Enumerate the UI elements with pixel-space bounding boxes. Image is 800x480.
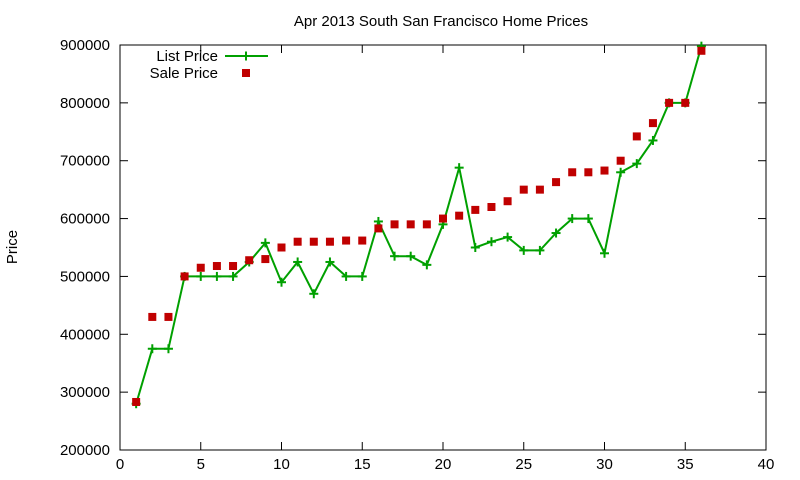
y-tick-label: 200000 [60, 442, 110, 459]
data-point [454, 163, 464, 173]
legend-label: List Price [156, 48, 218, 65]
data-point [503, 197, 512, 206]
y-tick-label: 300000 [60, 384, 110, 401]
data-point [390, 220, 399, 229]
data-point [277, 277, 286, 287]
data-point [390, 251, 400, 261]
legend-marker [242, 69, 250, 77]
data-point [148, 312, 157, 321]
y-tick-label: 900000 [60, 37, 110, 54]
series-sale-price [132, 46, 706, 406]
data-point [568, 168, 577, 177]
data-point [551, 228, 561, 238]
data-point [341, 271, 351, 281]
x-tick-label: 35 [677, 456, 694, 473]
data-point [681, 98, 690, 107]
data-point [342, 236, 351, 245]
data-point [552, 178, 561, 187]
plot-area [131, 41, 706, 409]
y-axis-label: Price [4, 230, 21, 264]
x-tick-label: 10 [273, 456, 290, 473]
data-point [357, 271, 367, 281]
data-point [487, 203, 496, 211]
data-point [422, 260, 432, 270]
x-tick-label: 5 [197, 456, 205, 473]
data-point [697, 46, 706, 55]
data-point [455, 211, 464, 220]
data-point [616, 167, 626, 177]
data-point [584, 168, 593, 177]
data-point [648, 135, 658, 145]
data-point [406, 251, 416, 261]
data-point [325, 257, 335, 267]
x-tick-label: 20 [435, 456, 452, 473]
data-point [163, 344, 173, 354]
data-point [309, 237, 318, 246]
data-point [358, 236, 367, 245]
data-point [535, 245, 545, 255]
data-point [406, 220, 415, 229]
data-point [212, 262, 221, 271]
data-point [245, 256, 254, 265]
series-list-price [131, 41, 706, 409]
data-point [471, 205, 480, 214]
data-point [196, 271, 206, 281]
y-tick-label: 500000 [60, 268, 110, 285]
x-tick-label: 25 [515, 456, 532, 473]
data-point [503, 232, 513, 242]
data-point [147, 344, 157, 354]
data-point [277, 243, 286, 252]
data-point [632, 159, 642, 169]
data-point [439, 214, 447, 223]
data-point [261, 255, 270, 264]
data-point [422, 220, 431, 229]
data-point [519, 245, 529, 255]
axes: 0 5 10 15 20 25 30 35 40 200000 300000 400000 500000… [60, 37, 774, 473]
y-tick-label: 400000 [60, 326, 110, 343]
data-point [567, 214, 577, 224]
data-point [196, 263, 205, 272]
data-point [132, 397, 141, 406]
data-point [583, 214, 593, 224]
y-tick-label: 800000 [60, 95, 110, 112]
data-point [260, 238, 270, 248]
data-point [293, 237, 302, 246]
data-point [309, 289, 319, 299]
data-point [486, 237, 496, 247]
x-tick-label: 40 [758, 456, 775, 473]
data-point [616, 156, 625, 165]
data-point [600, 166, 609, 175]
data-point [229, 262, 238, 271]
data-point [519, 185, 528, 194]
y-tick-label: 600000 [60, 211, 110, 228]
data-point [470, 243, 480, 252]
data-point [600, 248, 609, 258]
chart-title: Apr 2013 South San Francisco Home Prices [294, 13, 588, 30]
x-tick-label: 30 [596, 456, 613, 473]
data-point [180, 272, 189, 281]
data-point [535, 185, 544, 194]
x-tick-label: 15 [354, 456, 371, 473]
data-point [648, 119, 657, 128]
y-tick-label: 700000 [60, 153, 110, 170]
data-point [164, 312, 173, 321]
x-tick-label: 0 [116, 456, 124, 473]
data-point [665, 98, 674, 107]
data-point [212, 271, 222, 281]
series-line [135, 45, 703, 404]
data-point [374, 224, 383, 233]
legend-marker [241, 51, 251, 61]
legend-label: Sale Price [150, 65, 218, 82]
data-point [228, 271, 238, 281]
data-point [293, 257, 303, 267]
data-point [325, 237, 334, 246]
data-point [632, 132, 641, 141]
